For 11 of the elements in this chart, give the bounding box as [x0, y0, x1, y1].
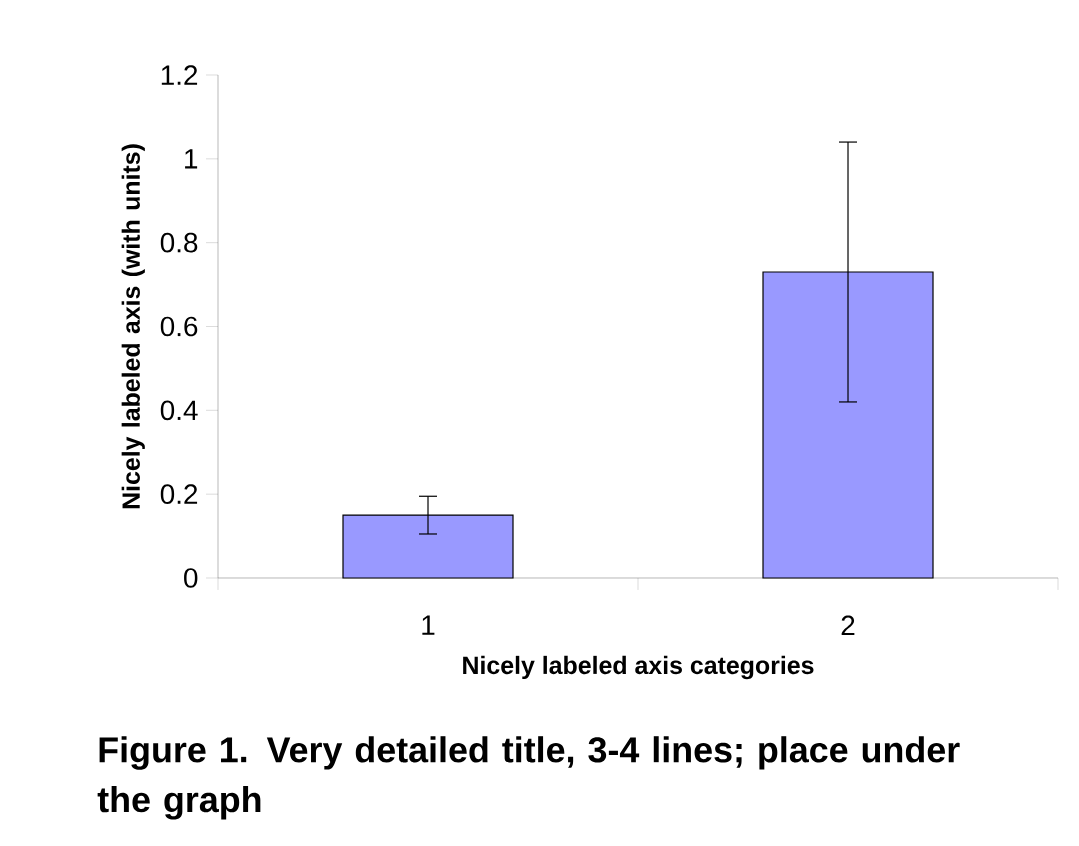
y-tick-label: 0.6	[160, 316, 198, 337]
y-tick-label: 0.2	[160, 484, 198, 505]
y-tick-label: 0.4	[160, 400, 198, 421]
y-tick-label: 0.8	[160, 232, 198, 253]
y-tick-label: 1.2	[161, 65, 198, 85]
text: Figure 1. Very detailed title, 3-4 lines; place under the graph	[97, 736, 960, 820]
y-tick-label: 1	[185, 149, 198, 169]
y-axis-title: Nicely labeled axis (with units)	[121, 144, 145, 509]
y-tick-label: 0	[184, 568, 198, 588]
x-axis-title: Nicely labeled axis categories	[463, 655, 814, 680]
x-tick-label: 2	[841, 615, 855, 635]
